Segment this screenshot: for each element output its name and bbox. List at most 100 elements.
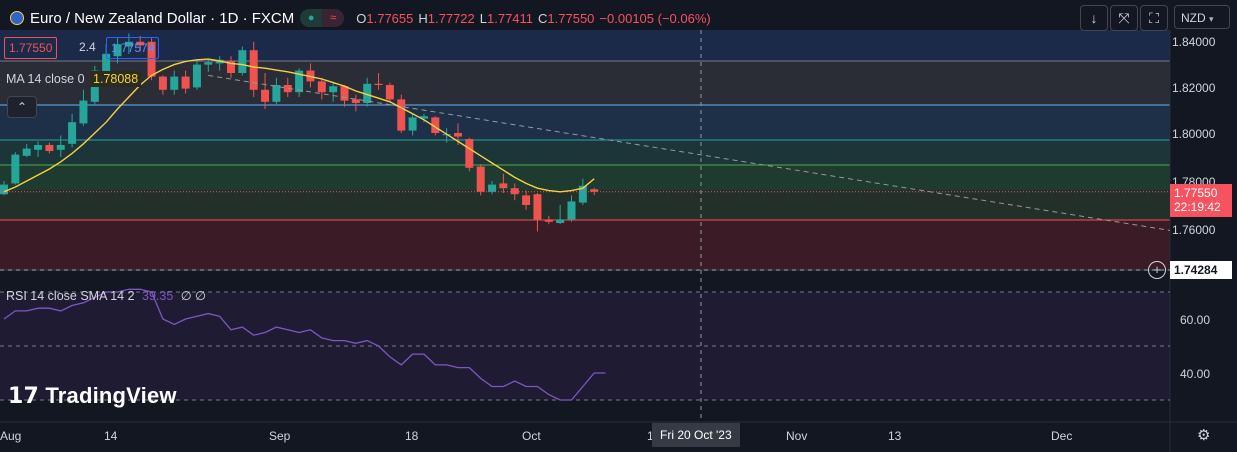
candle-body: [397, 99, 406, 131]
candle-body: [385, 85, 394, 100]
brand-name: TradingView: [45, 383, 177, 408]
data-delay-icon: ≈: [322, 9, 345, 27]
add-alert-icon[interactable]: +: [1148, 261, 1166, 279]
candle-body: [408, 117, 417, 131]
buy-button[interactable]: 1.77574: [106, 37, 160, 59]
candle-body: [181, 76, 190, 89]
sell-button[interactable]: 1.77550: [4, 37, 58, 59]
ohlc-close: C1.77550: [538, 10, 595, 26]
ma-legend[interactable]: MA 14 close 0 1.78088: [6, 71, 142, 87]
candle-body: [556, 219, 565, 223]
candle-body: [465, 139, 474, 168]
candle-body: [192, 64, 201, 88]
candle-body: [476, 166, 485, 192]
candle-body: [204, 62, 213, 65]
ohlc-change: −0.00105 (−0.06%): [599, 10, 711, 26]
ma-line: [3, 58, 595, 193]
candle-body: [374, 83, 383, 85]
candle-body: [56, 145, 65, 150]
candle-body: [272, 85, 281, 102]
currency-select[interactable]: NZD ▾: [1174, 5, 1230, 29]
candle-body: [544, 219, 553, 222]
candle-body: [283, 85, 292, 93]
symbol-legend: Euro / New Zealand Dollar · 1D · FXCM ● …: [6, 6, 715, 30]
candle-body: [11, 154, 20, 184]
ma-value: 1.78088: [90, 71, 142, 87]
collapse-legend-button[interactable]: ⌃: [7, 96, 37, 118]
time-tick: 14: [104, 429, 118, 443]
candle-body: [454, 133, 462, 137]
candle-body: [227, 61, 235, 73]
candle-body: [590, 189, 599, 192]
rsi-legend[interactable]: RSI 14 close SMA 14 2 39.35 ∅ ∅: [6, 288, 206, 303]
trend-line: [208, 74, 1171, 231]
candle-body: [102, 53, 111, 73]
rsi-tick: 40.00: [1180, 367, 1211, 381]
price-tick: 1.82000: [1172, 81, 1216, 95]
crosshair-price-label: 1.74284: [1170, 261, 1232, 279]
candle-body: [317, 81, 326, 93]
candle-body: [363, 83, 372, 103]
candle-countdown: 22:19:42: [1174, 200, 1221, 214]
rsi-line-layer: [3, 288, 606, 401]
candle-body: [147, 41, 156, 77]
candle-body: [22, 148, 31, 156]
ohlc-open: O1.77655: [356, 10, 414, 26]
rsi-tick: 60.00: [1180, 313, 1211, 327]
candle-body: [522, 195, 531, 205]
market-open-icon: ●: [300, 9, 323, 27]
candle-body: [510, 188, 519, 195]
candle-body: [351, 99, 360, 103]
candle-body: [431, 117, 440, 133]
candle-body: [499, 183, 508, 189]
ohlc-high: H1.77722: [418, 10, 475, 26]
candle-body: [488, 184, 497, 192]
fullscreen-icon[interactable]: ⤧: [1110, 5, 1138, 31]
candle-body: [238, 50, 247, 73]
candle-body: [295, 70, 304, 93]
candle-body: [419, 116, 428, 119]
ma-label: MA 14 close 0: [6, 72, 85, 86]
price-tick: 1.80000: [1172, 127, 1216, 141]
rsi-label: RSI 14 close SMA 14 2: [6, 289, 135, 303]
rsi-value: 39.35: [142, 289, 174, 303]
time-tick: Sep: [269, 429, 291, 443]
time-tick: Aug: [0, 429, 22, 443]
ohlc-low: L1.77411: [479, 10, 534, 26]
ohlc-values: O1.77655 H1.77722 L1.77411 C1.77550 −0.0…: [356, 11, 710, 26]
euro-flag-icon: [10, 11, 24, 25]
crosshair-date-label: Fri 20 Oct '23: [652, 423, 740, 447]
price-tick: 1.76000: [1172, 223, 1216, 237]
crosshair-layer: [0, 30, 1170, 422]
current-price-value: 1.77550: [1174, 186, 1218, 200]
download-icon[interactable]: ↓: [1080, 5, 1108, 31]
fib-band: [0, 220, 1170, 270]
candle-body: [578, 185, 587, 203]
candle-body: [261, 89, 270, 102]
candle-body: [45, 145, 54, 151]
candle-body: [79, 100, 88, 124]
candle-body: [158, 76, 167, 90]
candle-body: [136, 41, 145, 46]
time-tick: Oct: [522, 429, 541, 443]
candle-body: [340, 86, 349, 101]
candle-body: [34, 145, 43, 150]
screenshot-icon[interactable]: ⛶: [1140, 5, 1168, 31]
tradingview-logo[interactable]: 𝟭𝟳 TradingView: [8, 383, 177, 409]
rsi-line: [3, 288, 606, 401]
time-tick: Nov: [786, 429, 808, 443]
fib-band: [0, 140, 1170, 165]
time-tick: 1: [647, 429, 654, 443]
symbol-title[interactable]: Euro / New Zealand Dollar · 1D · FXCM: [30, 9, 295, 27]
settings-gear-icon[interactable]: ⚙: [1197, 427, 1211, 444]
market-status-pill[interactable]: ● ≈: [300, 9, 345, 27]
fib-band: [0, 105, 1170, 140]
candle-body: [0, 184, 8, 195]
rsi-extra: ∅ ∅: [180, 289, 207, 303]
time-tick: Dec: [1051, 429, 1073, 443]
time-tick: 13: [888, 429, 902, 443]
chevron-down-icon: ▾: [1209, 14, 1214, 24]
fib-band: [0, 30, 1170, 61]
candle-body: [329, 86, 338, 93]
